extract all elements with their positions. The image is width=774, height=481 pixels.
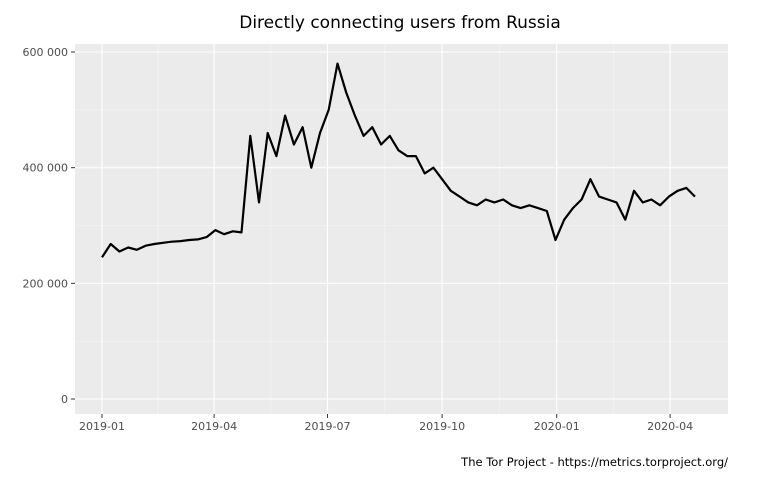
source-caption: The Tor Project - https://metrics.torpro… [460, 455, 728, 469]
x-tick-label: 2019-01 [79, 420, 125, 433]
series-line-russia-users [101, 62, 696, 258]
x-tick-label: 2019-04 [191, 420, 237, 433]
x-tick-label: 2019-07 [305, 420, 351, 433]
y-tick-label: 200 000 [23, 277, 69, 290]
y-tick-label: 0 [61, 393, 68, 406]
major-gridlines [75, 44, 728, 414]
y-axis-ticks: 0 200 000 400 000 600 000 [23, 46, 75, 406]
x-tick-label: 2019-10 [419, 420, 465, 433]
chart-title: Directly connecting users from Russia [239, 13, 561, 33]
y-tick-label: 400 000 [23, 162, 69, 175]
minor-gridlines [75, 44, 728, 414]
x-axis-ticks: 2019-01 2019-04 2019-07 2019-10 2020-01 2020-… [79, 414, 693, 433]
y-tick-label: 600 000 [23, 46, 69, 59]
x-tick-label: 2020-01 [534, 420, 580, 433]
plot-panel [75, 44, 728, 414]
x-tick-label: 2020-04 [647, 420, 693, 433]
